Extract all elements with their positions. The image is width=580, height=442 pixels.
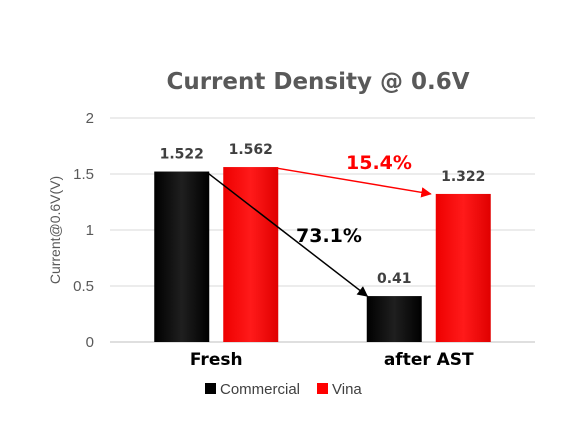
- y-tick-label: 1: [86, 222, 94, 239]
- annotations: 73.1% 15.4%: [206, 152, 432, 297]
- y-tick-label: 2: [86, 110, 94, 127]
- bar-vina: [223, 167, 279, 342]
- bar-commercial: [154, 171, 210, 342]
- bar-vina: [435, 193, 491, 342]
- data-label: 1.322: [441, 169, 485, 185]
- y-tick-label: 1.5: [73, 166, 94, 183]
- data-label: 1.522: [160, 147, 204, 163]
- data-labels: 1.522 1.562 0.41 1.322: [160, 142, 486, 287]
- y-tick-label: 0.5: [73, 278, 94, 295]
- y-axis-label: Current@0.6V(V): [47, 176, 63, 284]
- y-tick-label: 0: [86, 334, 94, 351]
- bar-commercial: [366, 296, 422, 342]
- x-category-label: Fresh: [190, 350, 243, 370]
- y-axis-ticks: 0 0.5 1 1.5 2: [73, 110, 94, 351]
- annotation-arrow: [206, 171, 369, 297]
- data-label: 1.562: [229, 142, 273, 158]
- bars: [154, 167, 491, 342]
- chart-title: Current Density @ 0.6V: [166, 69, 469, 95]
- annotation-label: 15.4%: [346, 152, 412, 174]
- legend-swatch: [317, 383, 328, 394]
- annotation-label: 73.1%: [296, 225, 362, 247]
- annotation-arrow: [276, 167, 432, 198]
- x-axis-categories: Fresh after AST: [190, 350, 474, 370]
- data-label: 0.41: [377, 271, 412, 287]
- legend-label: Commercial: [220, 381, 300, 398]
- legend: Commercial Vina: [205, 381, 362, 398]
- legend-label: Vina: [332, 381, 362, 398]
- x-category-label: after AST: [384, 350, 474, 370]
- legend-swatch: [205, 383, 216, 394]
